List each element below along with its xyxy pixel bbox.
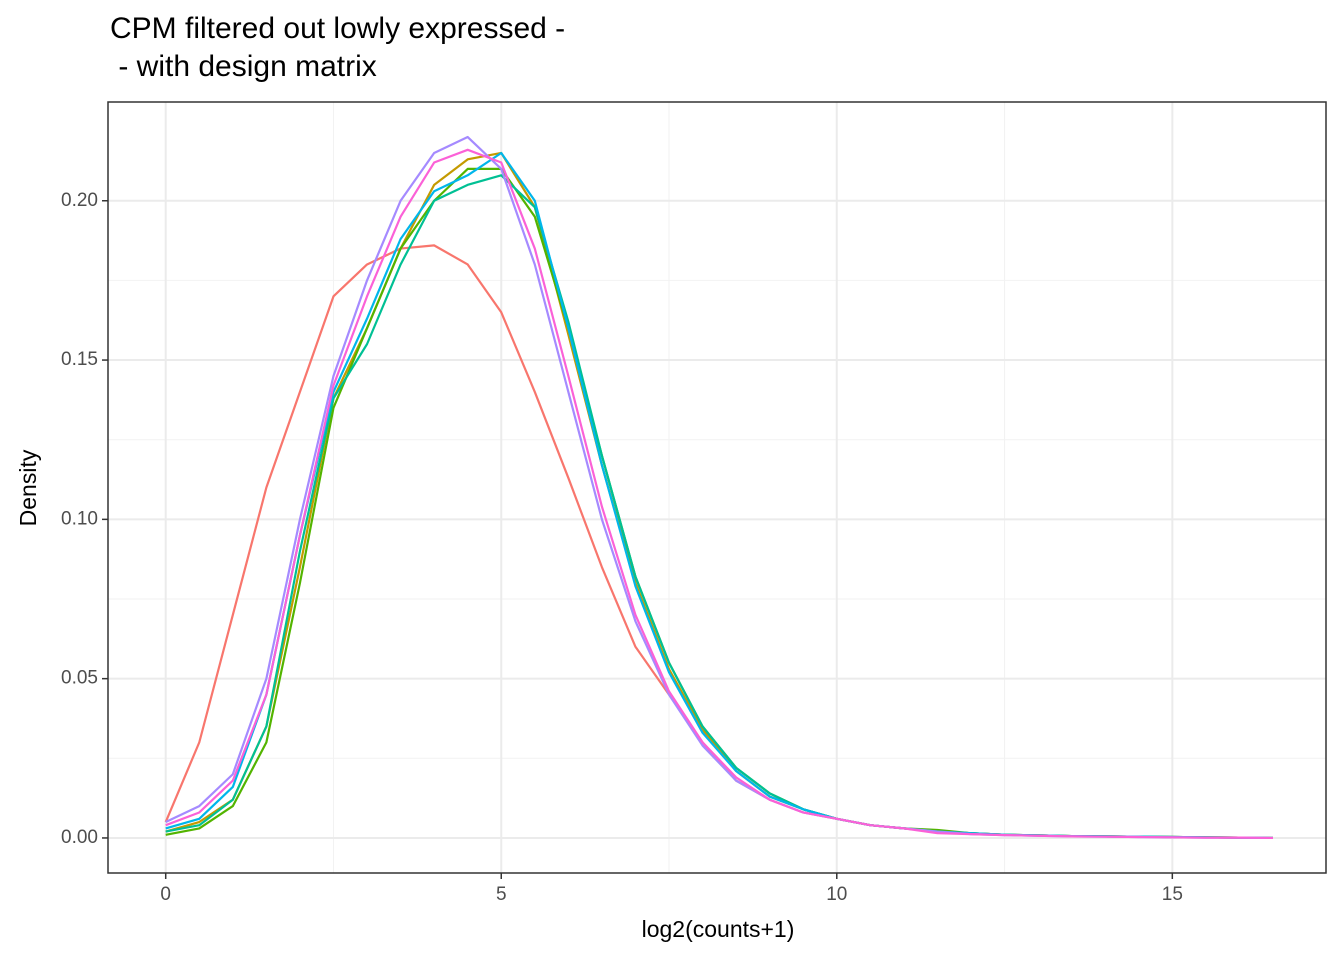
y-tick-label: 0.05 [61, 668, 98, 689]
x-tick-label: 15 [1162, 884, 1183, 905]
x-axis-title: log2(counts+1) [642, 916, 795, 942]
density-line [165, 174, 1274, 840]
y-tick-label: 0.00 [61, 827, 98, 848]
x-tick-label: 5 [496, 884, 507, 905]
density-line [165, 135, 1274, 840]
x-tick-label: 0 [160, 884, 171, 905]
y-axis-title: Density [15, 449, 41, 526]
x-tick-label: 10 [826, 884, 847, 905]
density-line [165, 167, 1274, 840]
y-tick-label: 0.15 [61, 349, 98, 370]
y-tick-label: 0.10 [61, 508, 98, 529]
y-tick-label: 0.20 [61, 190, 98, 211]
chart-title: CPM filtered out lowly expressed - [110, 12, 565, 45]
chart-title: - with design matrix [110, 50, 377, 83]
density-line [165, 151, 1274, 840]
panel-border [107, 101, 1327, 874]
density-line [165, 148, 1274, 840]
density-line [165, 151, 1274, 840]
